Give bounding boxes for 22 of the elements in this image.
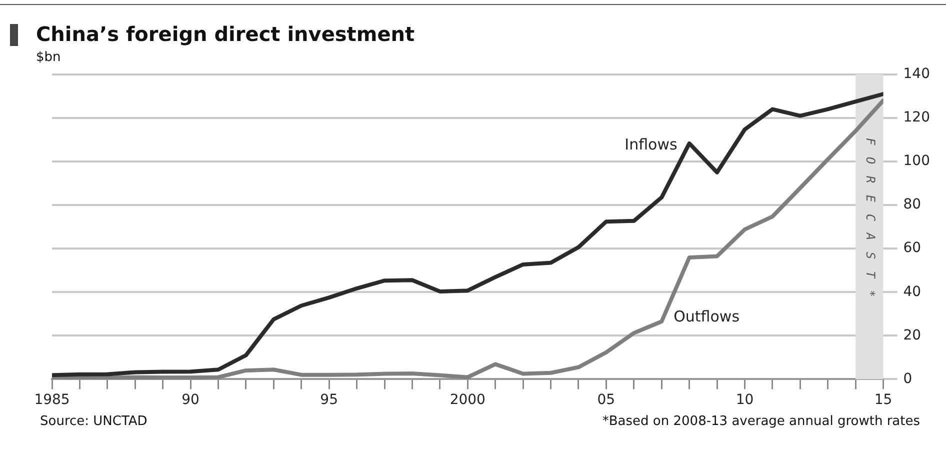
chart-title: China’s foreign direct investment (36, 22, 415, 46)
y-tick-label: 20 (903, 327, 922, 344)
x-tick-label: 05 (597, 392, 616, 408)
y-axis-title: $bn (36, 50, 61, 65)
series-label: Outflows (674, 307, 740, 326)
text: FORECAST* (863, 138, 878, 298)
y-tick-label: 140 (903, 66, 930, 82)
source-note: Source: UNCTAD (40, 414, 148, 429)
y-tick-label: 0 (903, 370, 912, 387)
y-tick-label: 60 (903, 240, 922, 256)
text: *Based on 2008-13 average annual growth rates (602, 414, 920, 429)
y-tick-label: 100 (903, 153, 930, 170)
y-tick-label: 80 (903, 196, 922, 213)
x-tick-label: 15 (874, 392, 892, 408)
x-tick-label: 95 (320, 392, 338, 408)
x-tick-label: 2000 (450, 392, 486, 408)
y-tick-label: 120 (903, 110, 930, 126)
x-tick-label: 10 (736, 392, 754, 408)
x-tick-label: 1985 (34, 392, 70, 408)
series-label: Inflows (624, 135, 678, 154)
y-tick-label: 40 (903, 284, 922, 300)
x-tick-label: 90 (182, 392, 200, 408)
